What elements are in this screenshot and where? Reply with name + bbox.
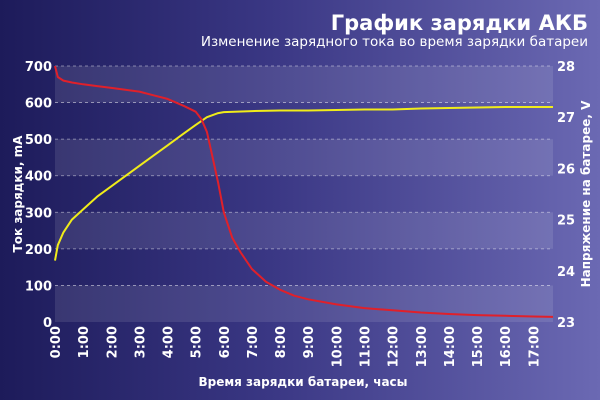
grid-band <box>55 212 553 249</box>
x-tick-label: 17:00 <box>527 326 542 367</box>
voltage-line <box>54 106 553 261</box>
x-tick-label: 7:00 <box>246 326 261 358</box>
y-right-tick-label: 27 <box>557 111 575 126</box>
x-tick-label: 5:00 <box>190 326 205 358</box>
tick-labels: 0 100 200 300 400 500 600 700 23 24 25 26 27 28 0:00 1:… <box>25 60 575 367</box>
x-tick-label: 16:00 <box>499 326 514 367</box>
x-tick-label: 14:00 <box>443 326 458 367</box>
x-tick-label: 15:00 <box>471 326 486 367</box>
x-tick-label: 3:00 <box>133 326 148 358</box>
x-tick-label: 11:00 <box>358 326 373 367</box>
chart-subtitle: Изменение зарядного тока во время зарядк… <box>201 34 588 50</box>
x-tick-label: 13:00 <box>415 326 430 367</box>
y-right-axis-label: Напряжение на батарее, V <box>579 100 593 288</box>
y-right-tick-label: 25 <box>557 214 575 229</box>
x-tick-label: 10:00 <box>330 326 345 367</box>
grid-band <box>55 249 553 286</box>
grid-band <box>55 66 553 103</box>
y-left-tick-label: 500 <box>25 133 52 148</box>
grid-bands <box>55 65 553 322</box>
y-right-tick-label: 23 <box>557 316 575 331</box>
current-line <box>54 65 554 318</box>
chart-title: График зарядки АКБ <box>331 11 588 35</box>
x-tick-label: 6:00 <box>218 326 233 358</box>
y-left-tick-label: 600 <box>25 97 52 112</box>
grid-band <box>55 285 553 322</box>
x-tick-label: 8:00 <box>274 326 289 358</box>
x-tick-label: 12:00 <box>387 326 402 367</box>
grid-band <box>55 139 553 176</box>
x-tick-label: 0:00 <box>49 326 64 358</box>
x-tick-label: 2:00 <box>105 326 120 358</box>
plot-lines <box>54 65 554 318</box>
grid-band <box>55 176 553 213</box>
y-right-tick-label: 26 <box>557 162 575 177</box>
x-tick-label: 4:00 <box>162 326 177 358</box>
y-left-tick-label: 0 <box>43 316 52 331</box>
y-right-tick-label: 28 <box>557 60 575 75</box>
y-left-tick-label: 300 <box>25 206 52 221</box>
y-left-tick-label: 700 <box>25 60 52 75</box>
x-tick-label: 1:00 <box>77 326 92 358</box>
y-left-tick-label: 200 <box>25 243 52 258</box>
x-tick-label: 9:00 <box>302 326 317 358</box>
y-left-tick-label: 400 <box>25 170 52 185</box>
y-left-axis-label: Ток зарядки, mA <box>11 135 25 253</box>
y-left-tick-label: 100 <box>25 279 52 294</box>
x-axis-label: Время зарядки батареи, часы <box>198 375 407 389</box>
y-right-tick-label: 24 <box>557 265 575 280</box>
